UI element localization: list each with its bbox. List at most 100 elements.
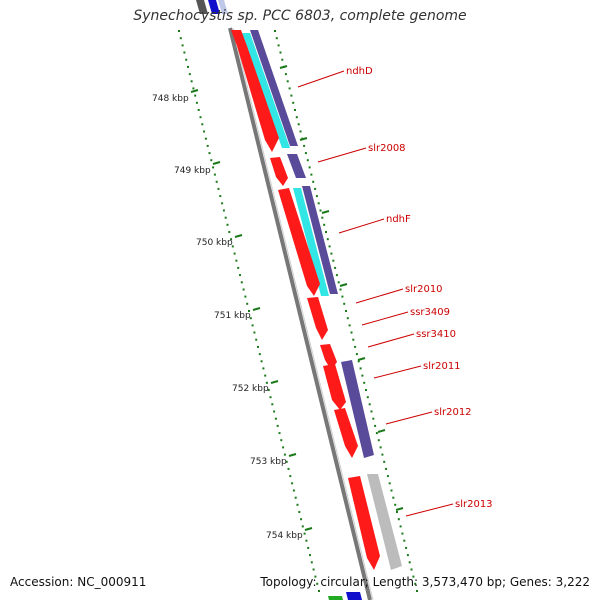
scale-label-754: 754 kbp bbox=[266, 531, 303, 541]
feature-dot bbox=[396, 511, 398, 513]
feature-major-tick bbox=[299, 137, 308, 141]
scale-dot bbox=[183, 51, 186, 54]
feature-dot bbox=[323, 223, 326, 226]
genome-backbone-highlight bbox=[232, 27, 374, 600]
scale-dot bbox=[283, 453, 286, 456]
scale-dot bbox=[230, 238, 233, 241]
feature-dot bbox=[303, 144, 306, 147]
feature-dot bbox=[350, 331, 353, 334]
scale-dot bbox=[253, 331, 256, 334]
leader-ndhf bbox=[338, 218, 385, 234]
feature-dot bbox=[405, 546, 408, 549]
gene-label-slr2013: slr2013 bbox=[455, 499, 493, 510]
feature-dot bbox=[308, 166, 311, 169]
scale-dot bbox=[185, 58, 188, 61]
scale-dot bbox=[282, 446, 285, 449]
feature-dot bbox=[410, 568, 413, 571]
leader-ndhd bbox=[297, 70, 345, 88]
scale-dot bbox=[316, 582, 319, 585]
gene-label-ssr3409: ssr3409 bbox=[410, 307, 450, 318]
scale-major-tick bbox=[212, 161, 221, 165]
feature-dot bbox=[345, 310, 347, 312]
cds-slr2013 bbox=[348, 476, 380, 570]
scale-dot bbox=[199, 116, 202, 119]
scale-dot bbox=[224, 216, 227, 219]
feature-dot bbox=[277, 44, 280, 47]
scale-dot bbox=[240, 281, 243, 284]
scale-dot bbox=[289, 475, 292, 478]
feature-dot bbox=[292, 101, 295, 104]
feature-dot bbox=[381, 453, 384, 456]
feature-dot bbox=[403, 539, 406, 542]
map-title: Synechocystis sp. PCC 6803, complete gen… bbox=[133, 8, 467, 24]
accession-label: Accession: NC_000911 bbox=[10, 575, 147, 589]
feature-dot bbox=[366, 396, 369, 399]
feature-major-tick bbox=[377, 429, 386, 433]
scale-dot bbox=[278, 432, 281, 435]
feature-dot bbox=[386, 475, 389, 478]
feature-dot bbox=[274, 30, 276, 32]
scale-dot bbox=[235, 259, 238, 262]
scale-dot bbox=[292, 489, 295, 492]
scale-dot bbox=[208, 152, 211, 155]
scale-dot bbox=[192, 87, 195, 90]
scale-dot bbox=[310, 561, 313, 564]
scale-major-tick bbox=[234, 234, 243, 238]
feature-major-tick bbox=[279, 65, 288, 69]
feature-dot bbox=[346, 317, 349, 320]
genome-backbone bbox=[228, 27, 372, 600]
feature-dot bbox=[365, 389, 367, 391]
leader-slr2010 bbox=[355, 288, 404, 304]
scale-major-tick bbox=[288, 453, 297, 457]
feature-dot bbox=[325, 231, 327, 233]
cds-slr2012 bbox=[334, 408, 358, 458]
feature-dot bbox=[337, 281, 340, 284]
scale-dot bbox=[221, 202, 224, 205]
scale-dot bbox=[300, 518, 303, 521]
scale-dot bbox=[219, 195, 222, 198]
gene-label-ndhf: ndhF bbox=[386, 214, 411, 225]
feature-dot bbox=[328, 245, 331, 248]
scale-dot bbox=[265, 381, 268, 384]
feature-major-tick bbox=[357, 357, 366, 361]
feature-dot bbox=[354, 345, 357, 348]
scale-dot bbox=[314, 575, 317, 578]
feature-dot bbox=[408, 561, 411, 564]
feature-dot bbox=[416, 590, 418, 592]
scale-dot bbox=[276, 424, 279, 427]
feature-dot bbox=[281, 58, 284, 61]
scale-dot bbox=[262, 367, 265, 370]
feature-ticks bbox=[274, 30, 418, 592]
scale-major-tick bbox=[252, 307, 261, 311]
scale-dot bbox=[244, 295, 247, 298]
scale-dot bbox=[187, 65, 189, 68]
gene-ndhd-strand-a bbox=[250, 30, 298, 146]
scale-dot bbox=[251, 324, 254, 327]
cds-ndhd-top bbox=[231, 30, 247, 46]
scale-dot bbox=[298, 511, 301, 513]
gene-label-ssr3410: ssr3410 bbox=[416, 329, 456, 340]
scale-dot bbox=[213, 173, 216, 176]
feature-partial-bottom-blue bbox=[346, 592, 362, 600]
scale-label-751: 751 kbp bbox=[214, 311, 251, 321]
scale-dot bbox=[291, 482, 294, 485]
gene-label-ndhd: ndhD bbox=[346, 66, 373, 77]
feature-dot bbox=[315, 195, 318, 198]
feature-partial-top-blue bbox=[208, 0, 220, 14]
feature-major-tick bbox=[339, 283, 348, 287]
feature-dot bbox=[392, 496, 395, 499]
gene-slr2008 bbox=[287, 154, 306, 178]
leader-slr2012 bbox=[385, 411, 433, 425]
scale-dot bbox=[217, 187, 220, 190]
scale-dot bbox=[318, 590, 320, 592]
cds-ssr3409 bbox=[320, 344, 337, 370]
scale-dot bbox=[294, 496, 297, 499]
feature-dot bbox=[304, 152, 307, 155]
scale-dot bbox=[242, 288, 245, 291]
feature-dot bbox=[294, 109, 296, 111]
leader-slr2011 bbox=[373, 365, 422, 379]
cds-slr2011 bbox=[323, 364, 346, 410]
scale-dot bbox=[303, 532, 306, 535]
feature-partial-top-grey bbox=[196, 0, 208, 14]
feature-partial-bottom-green bbox=[328, 596, 343, 600]
